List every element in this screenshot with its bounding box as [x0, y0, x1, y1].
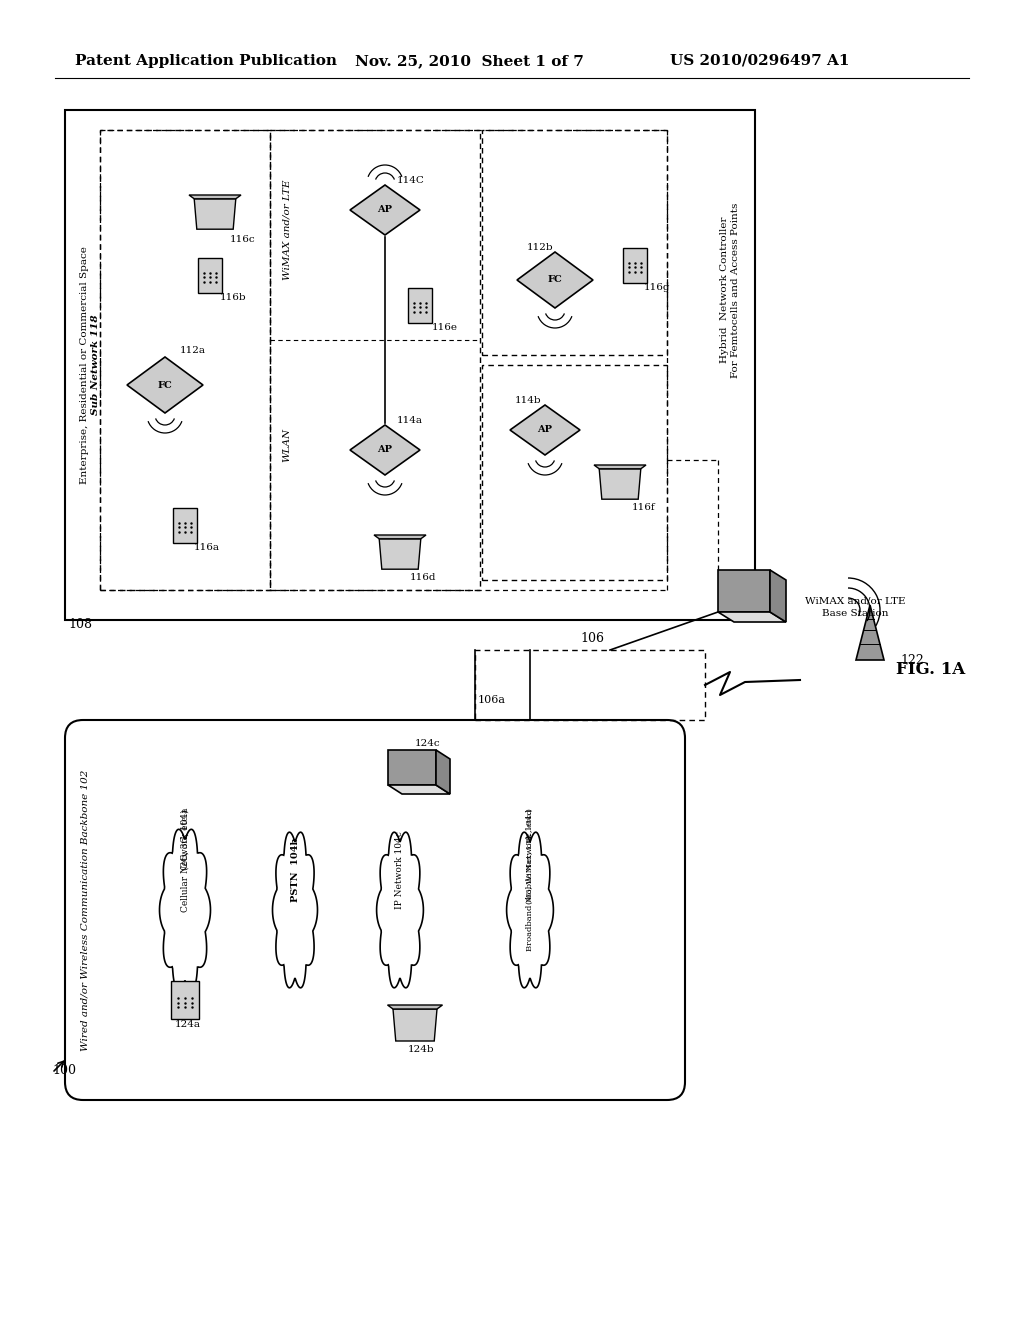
Polygon shape — [594, 465, 646, 469]
Text: US 2010/0296497 A1: US 2010/0296497 A1 — [670, 54, 850, 69]
Text: 124a: 124a — [175, 1020, 201, 1030]
Polygon shape — [195, 199, 236, 230]
Text: 112a: 112a — [180, 346, 206, 355]
Polygon shape — [507, 832, 553, 987]
Bar — [100, 129, 270, 590]
Text: 116g: 116g — [644, 282, 671, 292]
Text: 100: 100 — [52, 1064, 76, 1077]
Text: AP: AP — [378, 446, 392, 454]
Polygon shape — [599, 469, 641, 499]
Bar — [623, 248, 647, 282]
Polygon shape — [374, 535, 426, 539]
Text: FC: FC — [548, 276, 562, 285]
Polygon shape — [127, 356, 203, 413]
Polygon shape — [517, 252, 593, 308]
Text: 110: 110 — [742, 612, 766, 624]
Text: Hybrid  Network Controller
For Femtocells and Access Points: Hybrid Network Controller For Femtocells… — [720, 202, 739, 378]
Polygon shape — [718, 612, 786, 622]
Text: 124b: 124b — [408, 1045, 434, 1053]
Text: Nov. 25, 2010  Sheet 1 of 7: Nov. 25, 2010 Sheet 1 of 7 — [355, 54, 584, 69]
Bar — [408, 288, 432, 322]
Text: Broadband Mobile Network 104d: Broadband Mobile Network 104d — [526, 809, 534, 950]
Bar — [198, 257, 222, 293]
Text: FC: FC — [158, 380, 172, 389]
Text: WiMAX and/or LTE: WiMAX and/or LTE — [805, 597, 905, 605]
Polygon shape — [379, 539, 421, 569]
Text: 116f: 116f — [632, 503, 655, 512]
Text: 114b: 114b — [515, 396, 542, 405]
Bar — [482, 129, 667, 355]
Text: Sub Network 118: Sub Network 118 — [91, 314, 100, 416]
Polygon shape — [272, 832, 317, 987]
Text: WLAN: WLAN — [282, 428, 291, 462]
Polygon shape — [510, 405, 580, 455]
Polygon shape — [189, 195, 241, 199]
Bar — [173, 507, 197, 543]
Bar — [270, 129, 480, 590]
Text: PSTN  104b: PSTN 104b — [291, 838, 299, 902]
Bar — [475, 649, 705, 719]
Text: Patent Application Publication: Patent Application Publication — [75, 54, 337, 69]
Bar — [65, 110, 755, 620]
Bar — [171, 981, 199, 1019]
Bar — [388, 750, 436, 785]
Text: Wired and/or Wireless Communication Backbone 102: Wired and/or Wireless Communication Back… — [80, 770, 89, 1051]
Text: Enterprise, Residential or Commercial Space: Enterprise, Residential or Commercial Sp… — [80, 246, 89, 484]
Polygon shape — [856, 605, 884, 660]
Text: 116b: 116b — [220, 293, 247, 302]
Text: (4G, WiMax, LTE, etc.): (4G, WiMax, LTE, etc.) — [526, 808, 534, 904]
Text: 122: 122 — [900, 653, 924, 667]
Text: 114C: 114C — [397, 176, 425, 185]
Text: 116a: 116a — [194, 543, 220, 552]
Text: 114a: 114a — [397, 416, 423, 425]
Text: IP Network 104c: IP Network 104c — [395, 832, 404, 909]
Text: AP: AP — [538, 425, 553, 434]
Polygon shape — [387, 1005, 442, 1008]
Polygon shape — [160, 829, 211, 991]
Text: 116c: 116c — [230, 235, 256, 244]
Text: AP: AP — [378, 206, 392, 214]
Text: (2G, 3G, etc.): (2G, 3G, etc.) — [180, 809, 189, 870]
Polygon shape — [350, 185, 420, 235]
Bar — [718, 570, 770, 612]
Text: FIG. 1A: FIG. 1A — [896, 661, 965, 678]
Text: 112b: 112b — [527, 243, 554, 252]
Polygon shape — [393, 1008, 437, 1041]
Bar — [482, 366, 667, 579]
Text: Base Station: Base Station — [821, 609, 888, 618]
Text: 116e: 116e — [432, 323, 458, 333]
Polygon shape — [436, 750, 450, 795]
Text: 108: 108 — [68, 618, 92, 631]
Polygon shape — [377, 832, 423, 987]
Text: 124c: 124c — [415, 739, 440, 748]
Text: 106: 106 — [580, 632, 604, 645]
Text: Cellular Network 104a: Cellular Network 104a — [180, 808, 189, 912]
Polygon shape — [350, 425, 420, 475]
Polygon shape — [770, 570, 786, 622]
Text: WiMAX and/or LTE: WiMAX and/or LTE — [282, 180, 291, 280]
Polygon shape — [388, 785, 450, 795]
Text: 116d: 116d — [410, 573, 436, 582]
Text: 106a: 106a — [478, 696, 506, 705]
